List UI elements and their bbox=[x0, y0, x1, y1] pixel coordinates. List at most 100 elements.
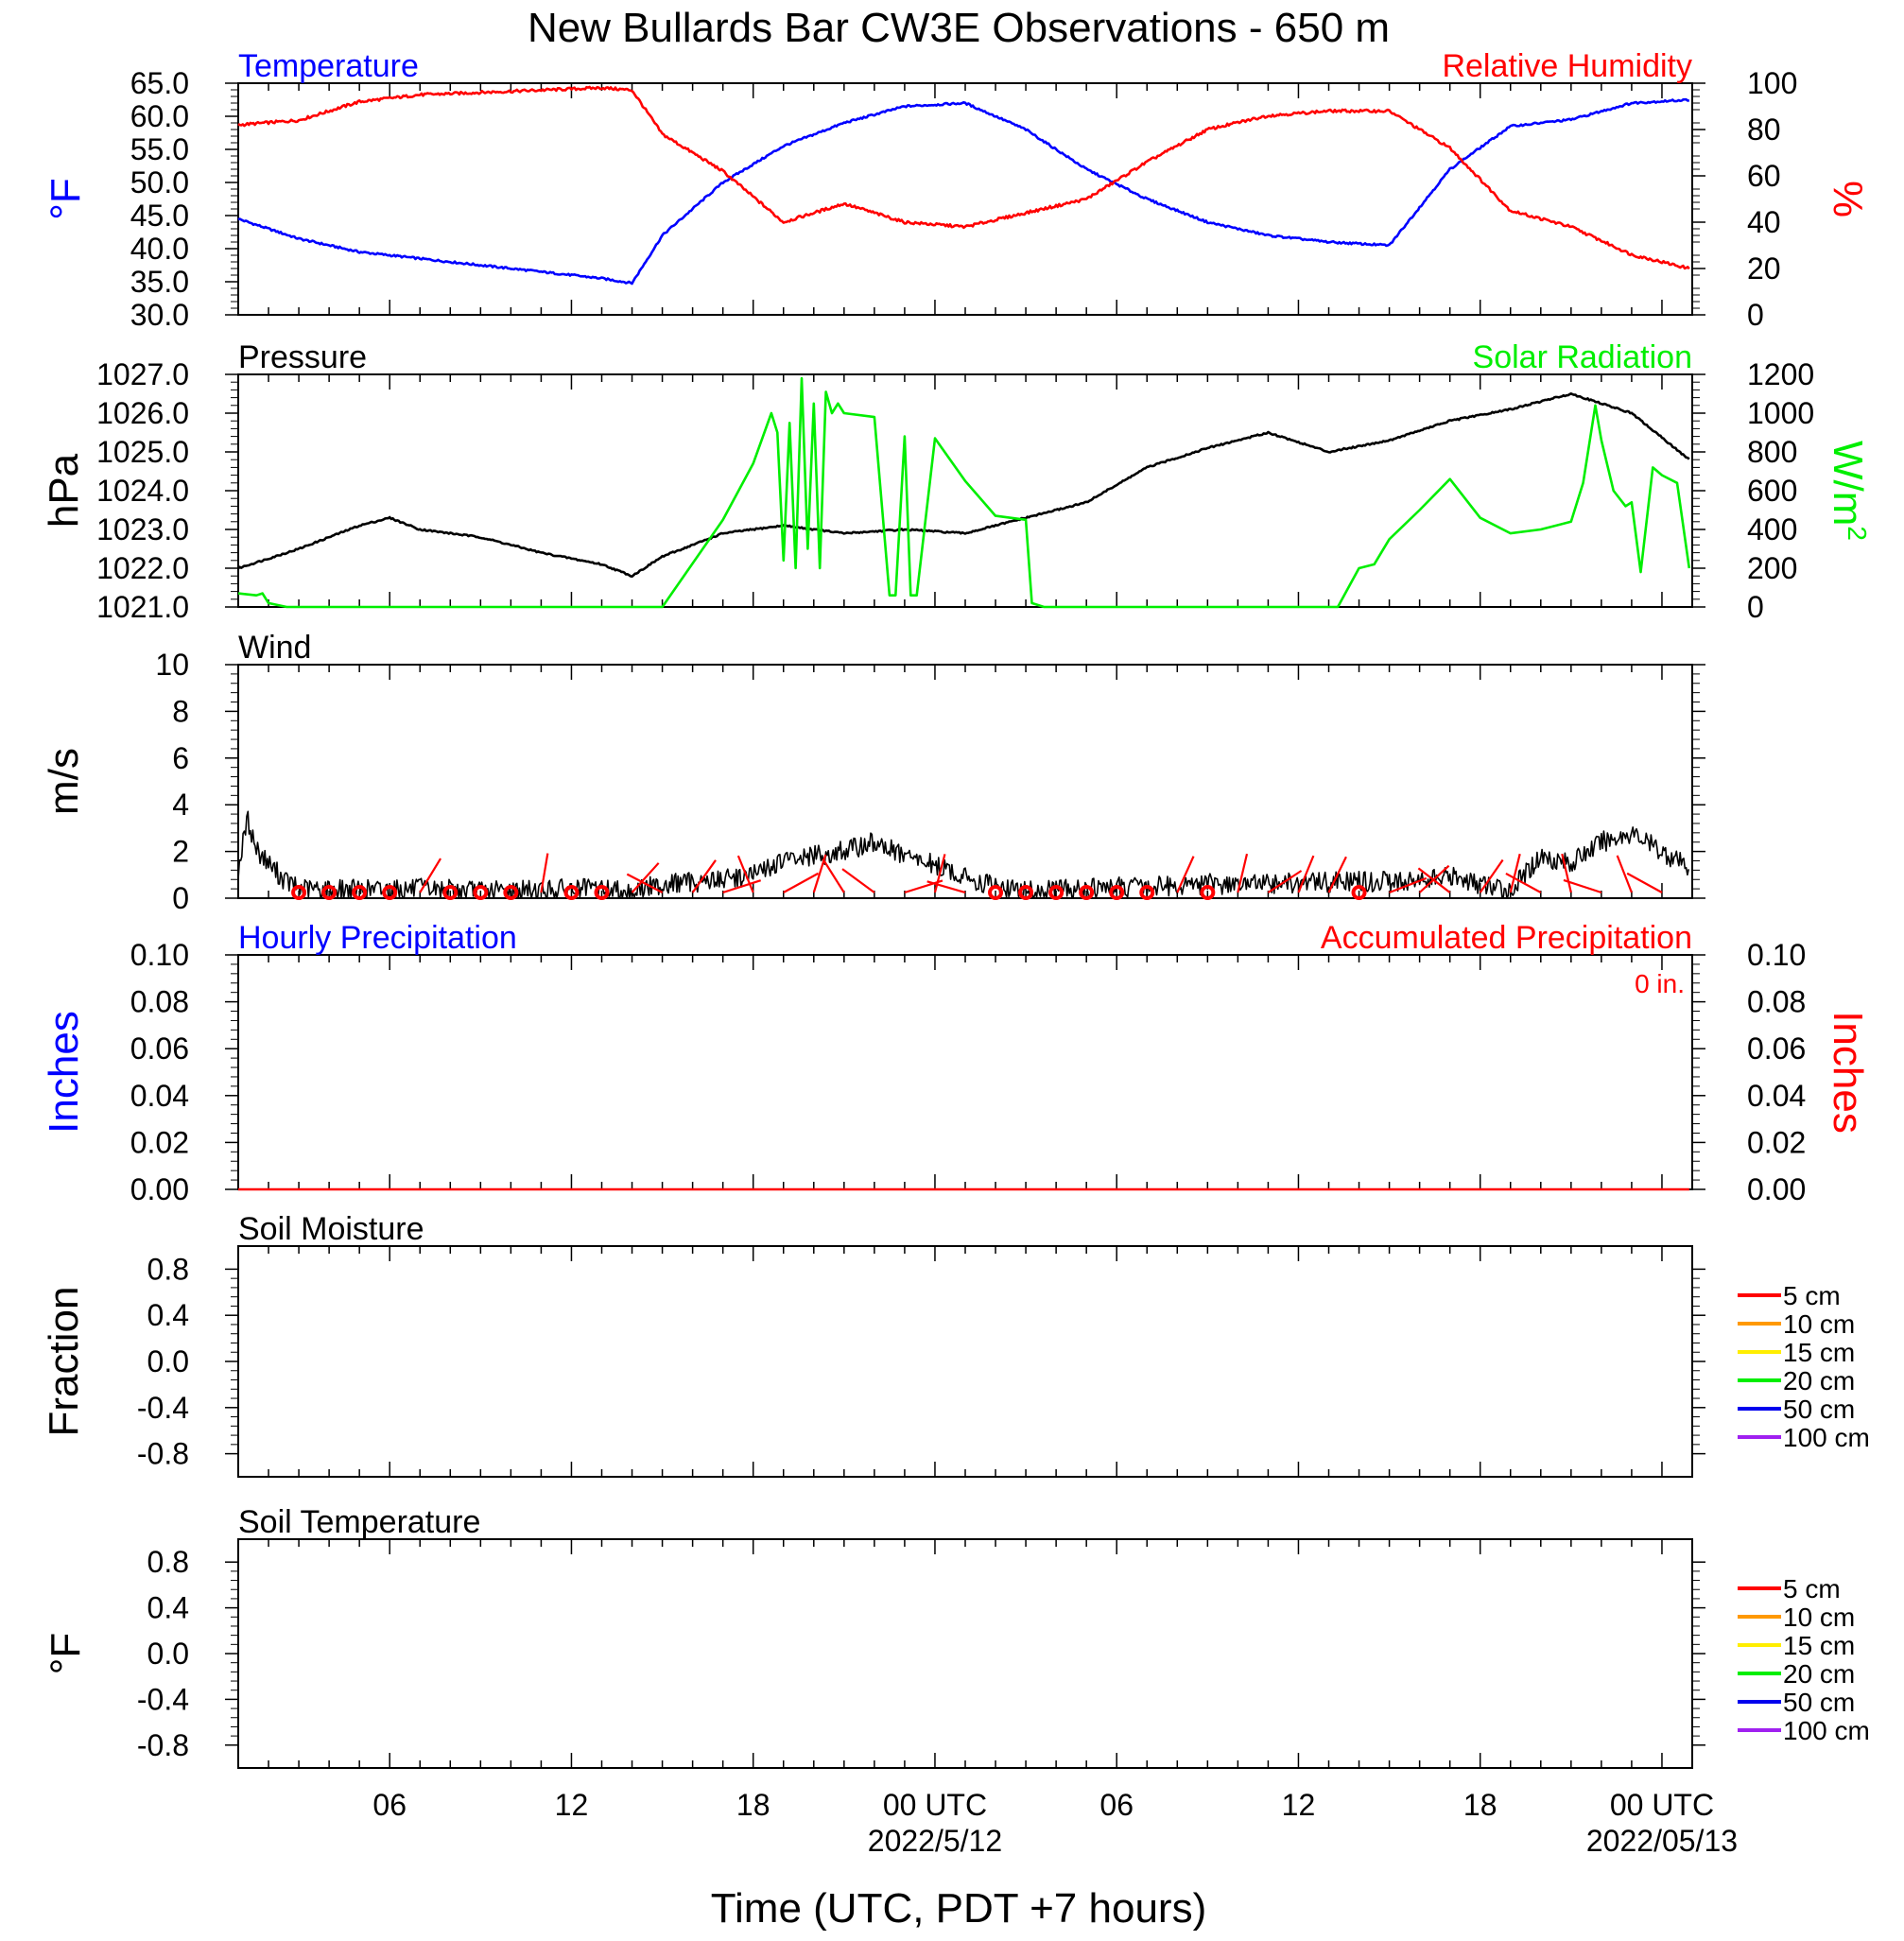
y-tick-label: 0.4 bbox=[147, 1298, 189, 1332]
legend-label: 10 cm bbox=[1783, 1603, 1855, 1632]
x-tick-label: 18 bbox=[1463, 1788, 1497, 1822]
legend-label: 20 cm bbox=[1783, 1659, 1855, 1689]
y-right-tick-label: 80 bbox=[1747, 113, 1781, 147]
calm-wind-marker bbox=[1018, 885, 1034, 900]
y-tick-label: 45.0 bbox=[130, 199, 189, 233]
plot-frame bbox=[237, 1538, 1693, 1769]
y-tick-label: -0.4 bbox=[137, 1391, 189, 1425]
series-temperature bbox=[237, 97, 1690, 286]
y-tick-label: -0.8 bbox=[137, 1437, 189, 1471]
wind-barb bbox=[926, 880, 966, 894]
calm-wind-marker bbox=[473, 885, 489, 900]
wind-barb bbox=[1418, 864, 1450, 893]
y-tick-label: 1023.0 bbox=[96, 512, 189, 546]
y-tick-label: -0.4 bbox=[137, 1682, 189, 1716]
x-tick-label: 12 bbox=[555, 1788, 589, 1822]
calm-wind-marker bbox=[321, 885, 338, 900]
panel-left-title: Wind bbox=[238, 630, 311, 666]
legend-label: 5 cm bbox=[1783, 1281, 1841, 1310]
legend-label: 50 cm bbox=[1783, 1395, 1855, 1424]
y-right-tick-label: 40 bbox=[1747, 205, 1781, 239]
legend-label: 100 cm bbox=[1783, 1423, 1870, 1452]
series-wind bbox=[237, 810, 1689, 899]
chart-title: New Bullards Bar CW3E Observations - 650… bbox=[528, 5, 1390, 51]
y-tick-label: 4 bbox=[172, 788, 189, 822]
y-tick-label: 0.8 bbox=[147, 1252, 189, 1286]
plot-frame bbox=[237, 664, 1693, 899]
y-tick-label: 1026.0 bbox=[96, 396, 189, 430]
wind-barb bbox=[1267, 870, 1303, 893]
y-tick-label: 0.0 bbox=[147, 1344, 189, 1378]
y-tick-label: 0.02 bbox=[130, 1125, 189, 1159]
y-right-tick-label: 100 bbox=[1747, 66, 1797, 100]
right-unit-label: W/m2 bbox=[1825, 441, 1873, 541]
y-right-tick-label: 0 bbox=[1747, 298, 1764, 332]
panel-right-title: Accumulated Precipitation bbox=[1321, 920, 1692, 956]
plot-frame bbox=[237, 954, 1693, 1190]
wind-barb bbox=[1297, 855, 1315, 893]
y-tick-label: 0.8 bbox=[147, 1545, 189, 1579]
y-tick-label: 50.0 bbox=[130, 165, 189, 199]
x-date-label: 2022/05/13 bbox=[1586, 1824, 1738, 1858]
accum-value-note: 0 in. bbox=[1635, 969, 1685, 998]
x-tick-label: 06 bbox=[372, 1788, 407, 1822]
y-right-tick-label: 0.04 bbox=[1747, 1079, 1806, 1113]
legend-label: 50 cm bbox=[1783, 1688, 1855, 1717]
y-tick-label: 1021.0 bbox=[96, 590, 189, 624]
calm-wind-marker bbox=[1351, 885, 1367, 900]
wind-barb bbox=[1237, 853, 1249, 893]
y-tick-label: 65.0 bbox=[130, 66, 189, 100]
wind-barb bbox=[1626, 872, 1663, 893]
left-unit-label: m/s bbox=[41, 748, 87, 815]
wind-barb bbox=[722, 879, 762, 894]
wind-barb bbox=[1505, 872, 1542, 893]
panel-left-title: Temperature bbox=[238, 48, 419, 84]
y-tick-label: 0.4 bbox=[147, 1591, 189, 1625]
panel-left-title: Hourly Precipitation bbox=[238, 920, 517, 956]
panel-soil_moist: 0.8 0.4 0.0 -0.4 -0.8 Soil Moisture Fraction 5 … bbox=[41, 1211, 1870, 1478]
x-tick-label: 00 UTC bbox=[1610, 1788, 1714, 1822]
legend-label: 100 cm bbox=[1783, 1716, 1870, 1745]
panel-left-title: Pressure bbox=[238, 339, 367, 375]
panel-left-title: Soil Moisture bbox=[238, 1211, 424, 1247]
series-solar-radiation bbox=[237, 376, 1691, 609]
x-tick-label: 00 UTC bbox=[883, 1788, 987, 1822]
x-tick-label: 06 bbox=[1099, 1788, 1134, 1822]
wind-barb bbox=[1417, 867, 1451, 893]
legend-label: 10 cm bbox=[1783, 1309, 1855, 1339]
y-tick-label: 0 bbox=[172, 881, 189, 915]
y-right-tick-label: 20 bbox=[1747, 251, 1781, 286]
calm-wind-marker bbox=[291, 885, 307, 900]
right-unit-label: % bbox=[1825, 181, 1871, 217]
wind-barb bbox=[691, 859, 717, 893]
y-right-tick-label: 0.06 bbox=[1747, 1031, 1806, 1066]
y-right-tick-label: 600 bbox=[1747, 474, 1797, 508]
right-unit-label: Inches bbox=[1825, 1011, 1871, 1134]
y-tick-label: 6 bbox=[172, 741, 189, 775]
panel-temp_rh: 65.060.055.050.045.040.035.030.0 100 80 60 4… bbox=[43, 48, 1871, 332]
wind-barb bbox=[626, 873, 664, 893]
x-axis-label: Time (UTC, PDT +7 hours) bbox=[711, 1885, 1206, 1932]
x-tick-label: 12 bbox=[1282, 1788, 1316, 1822]
wind-barb bbox=[1176, 856, 1195, 893]
y-tick-label: 55.0 bbox=[130, 132, 189, 166]
y-right-tick-label: 60 bbox=[1747, 159, 1781, 193]
wind-barb bbox=[736, 855, 754, 893]
y-right-tick-label: 1000 bbox=[1747, 396, 1814, 430]
y-right-tick-label: 0.02 bbox=[1747, 1125, 1806, 1159]
left-unit-label: Fraction bbox=[41, 1287, 87, 1437]
calm-wind-marker bbox=[594, 885, 610, 900]
y-tick-label: 0.08 bbox=[130, 985, 189, 1019]
y-tick-label: 1024.0 bbox=[96, 474, 189, 508]
wind-barb bbox=[841, 868, 875, 893]
calm-wind-marker bbox=[1079, 885, 1095, 900]
calm-wind-marker bbox=[563, 885, 580, 900]
y-tick-label: -0.8 bbox=[137, 1728, 189, 1762]
panel-right-title: Solar Radiation bbox=[1473, 339, 1692, 375]
wind-barb bbox=[1616, 855, 1633, 893]
y-right-tick-label: 1200 bbox=[1747, 357, 1814, 391]
wind-barb bbox=[822, 858, 845, 893]
y-right-tick-label: 0 bbox=[1747, 590, 1764, 624]
